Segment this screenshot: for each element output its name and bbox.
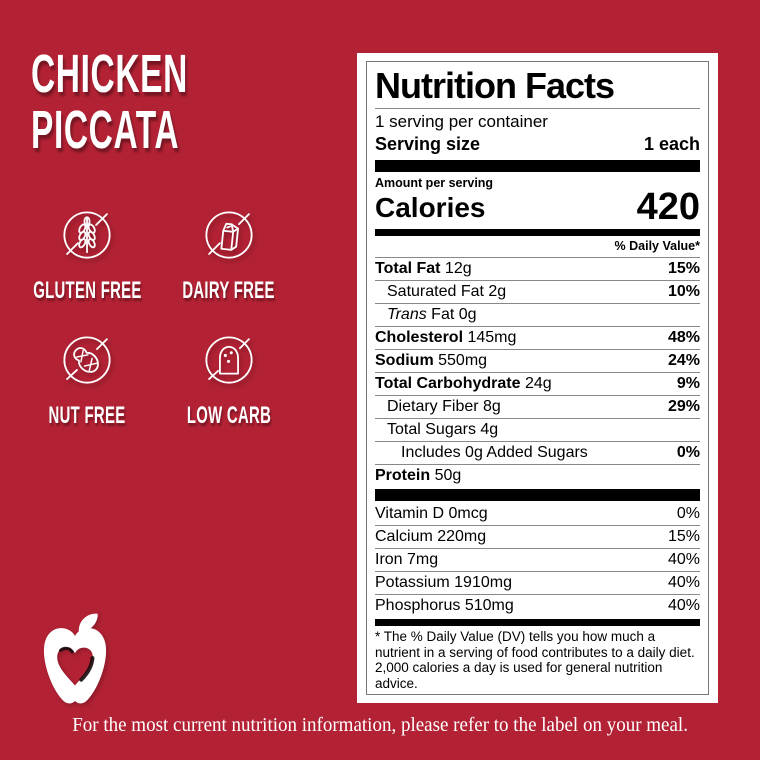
- divider-medium: [375, 229, 700, 236]
- serving-size-value: 1 each: [643, 134, 700, 154]
- nutrition-label: Nutrition Facts 1 serving per container …: [366, 61, 709, 695]
- nutrient-row-protein: Protein 50g: [375, 467, 462, 484]
- gluten-free-icon: [63, 211, 111, 259]
- meal-title-line-2: PICCATA: [31, 100, 180, 160]
- apple-heart-logo-icon: [43, 613, 107, 704]
- badge-gluten-free: GLUTEN FREE: [16, 206, 158, 305]
- diet-badge-grid: GLUTEN FREE DAIRY FREE: [16, 206, 300, 430]
- nutrient-row-dietary-fiber: Dietary Fiber 8g 29%: [375, 396, 700, 419]
- meal-title-line-1: CHICKEN: [31, 44, 188, 104]
- daily-value-header: % Daily Value*: [375, 236, 700, 258]
- daily-value: 48%: [667, 329, 700, 346]
- daily-value: 10%: [667, 283, 700, 300]
- vitamin-row-calcium: Calcium 220mg 15%: [375, 526, 700, 549]
- calories-value: 420: [636, 186, 700, 228]
- badge-nut-free: NUT FREE: [16, 331, 158, 430]
- daily-value: 29%: [667, 398, 700, 415]
- vitamin-row-potassium: Potassium 1910mg 40%: [375, 572, 700, 595]
- nutrient-row-sodium: Sodium 550mg 24%: [375, 350, 700, 373]
- page-title: CHICKEN PICCATA: [31, 46, 284, 158]
- divider-medium: [375, 619, 700, 626]
- nutrient-rows: Total Fat 12g 15% Saturated Fat 2g 10% T…: [375, 258, 700, 487]
- apple-heart-logo: [36, 610, 114, 710]
- nutrient-row-total-carbohydrate: Total Carbohydrate 24g 9%: [375, 373, 700, 396]
- nutrient-row-total-sugars: Total Sugars 4g: [375, 419, 700, 442]
- nutrient-row-saturated-fat: Saturated Fat 2g 10%: [375, 281, 700, 304]
- vitamin-row-phosphorus: Phosphorus 510mg 40%: [375, 595, 700, 617]
- calories-label: Calories: [375, 192, 486, 223]
- servings-per-container: 1 serving per container: [375, 112, 548, 131]
- badge-label: DAIRY FREE: [182, 277, 276, 304]
- vitamin-row-vitamin-d: Vitamin D 0mcg 0%: [375, 503, 700, 526]
- divider-thick: [375, 489, 700, 501]
- badge-label: NUT FREE: [48, 402, 126, 429]
- divider-thick: [375, 160, 700, 172]
- serving-size-label: Serving size: [375, 134, 481, 154]
- footer-note: For the most current nutrition informati…: [72, 714, 688, 736]
- badge-label: LOW CARB: [186, 402, 272, 429]
- daily-value: 0%: [676, 505, 700, 522]
- daily-value-footnote: * The % Daily Value (DV) tells you how m…: [375, 629, 695, 691]
- badge-label: GLUTEN FREE: [32, 277, 142, 304]
- nutrient-row-trans-fat: Trans Fat 0g: [375, 304, 700, 327]
- dairy-free-icon: [205, 211, 253, 259]
- daily-value: 24%: [667, 352, 700, 369]
- vitamin-rows: Vitamin D 0mcg 0% Calcium 220mg 15% Iron…: [375, 503, 700, 617]
- calories-row: Calories 420: [375, 186, 700, 228]
- nutrition-label-panel: Nutrition Facts 1 serving per container …: [357, 53, 718, 703]
- amount-per-serving: Amount per serving: [375, 176, 494, 190]
- daily-value: 9%: [676, 375, 700, 392]
- badge-low-carb: LOW CARB: [158, 331, 300, 430]
- daily-value: 40%: [667, 551, 700, 568]
- nutrient-row-added-sugars: Includes 0g Added Sugars 0%: [375, 442, 700, 465]
- daily-value: 0%: [676, 444, 700, 461]
- serving-size-row: Serving size 1 each: [375, 133, 700, 156]
- low-carb-icon: [205, 336, 253, 384]
- daily-value: 40%: [667, 574, 700, 591]
- nut-free-icon: [63, 336, 111, 384]
- daily-value: 40%: [667, 597, 700, 614]
- daily-value: 15%: [667, 260, 700, 277]
- vitamin-row-iron: Iron 7mg 40%: [375, 549, 700, 572]
- badge-dairy-free: DAIRY FREE: [158, 206, 300, 305]
- nutrient-row-cholesterol: Cholesterol 145mg 48%: [375, 327, 700, 350]
- daily-value: 15%: [667, 528, 700, 545]
- nutrition-facts-title: Nutrition Facts: [375, 66, 700, 109]
- nutrient-row-total-fat: Total Fat 12g 15%: [375, 258, 700, 281]
